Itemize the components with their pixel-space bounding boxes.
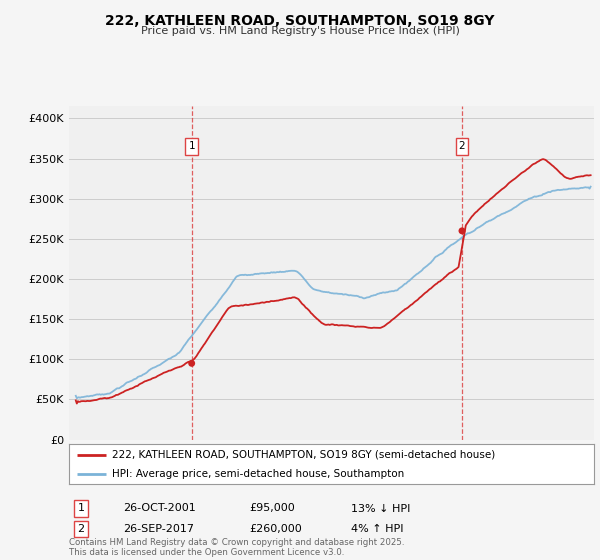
Text: 26-OCT-2001: 26-OCT-2001 — [123, 503, 196, 514]
Text: 222, KATHLEEN ROAD, SOUTHAMPTON, SO19 8GY (semi-detached house): 222, KATHLEEN ROAD, SOUTHAMPTON, SO19 8G… — [112, 450, 496, 460]
Text: 2: 2 — [458, 141, 465, 151]
Text: 4% ↑ HPI: 4% ↑ HPI — [351, 524, 404, 534]
Point — [187, 359, 196, 368]
Point — [457, 226, 467, 235]
Text: HPI: Average price, semi-detached house, Southampton: HPI: Average price, semi-detached house,… — [112, 469, 404, 478]
Text: 222, KATHLEEN ROAD, SOUTHAMPTON, SO19 8GY: 222, KATHLEEN ROAD, SOUTHAMPTON, SO19 8G… — [105, 14, 495, 28]
Text: Price paid vs. HM Land Registry's House Price Index (HPI): Price paid vs. HM Land Registry's House … — [140, 26, 460, 36]
Text: Contains HM Land Registry data © Crown copyright and database right 2025.
This d: Contains HM Land Registry data © Crown c… — [69, 538, 404, 557]
Text: 1: 1 — [77, 503, 85, 514]
Text: 1: 1 — [188, 141, 195, 151]
Text: £260,000: £260,000 — [249, 524, 302, 534]
Text: 26-SEP-2017: 26-SEP-2017 — [123, 524, 194, 534]
Text: £95,000: £95,000 — [249, 503, 295, 514]
Text: 2: 2 — [77, 524, 85, 534]
Text: 13% ↓ HPI: 13% ↓ HPI — [351, 503, 410, 514]
